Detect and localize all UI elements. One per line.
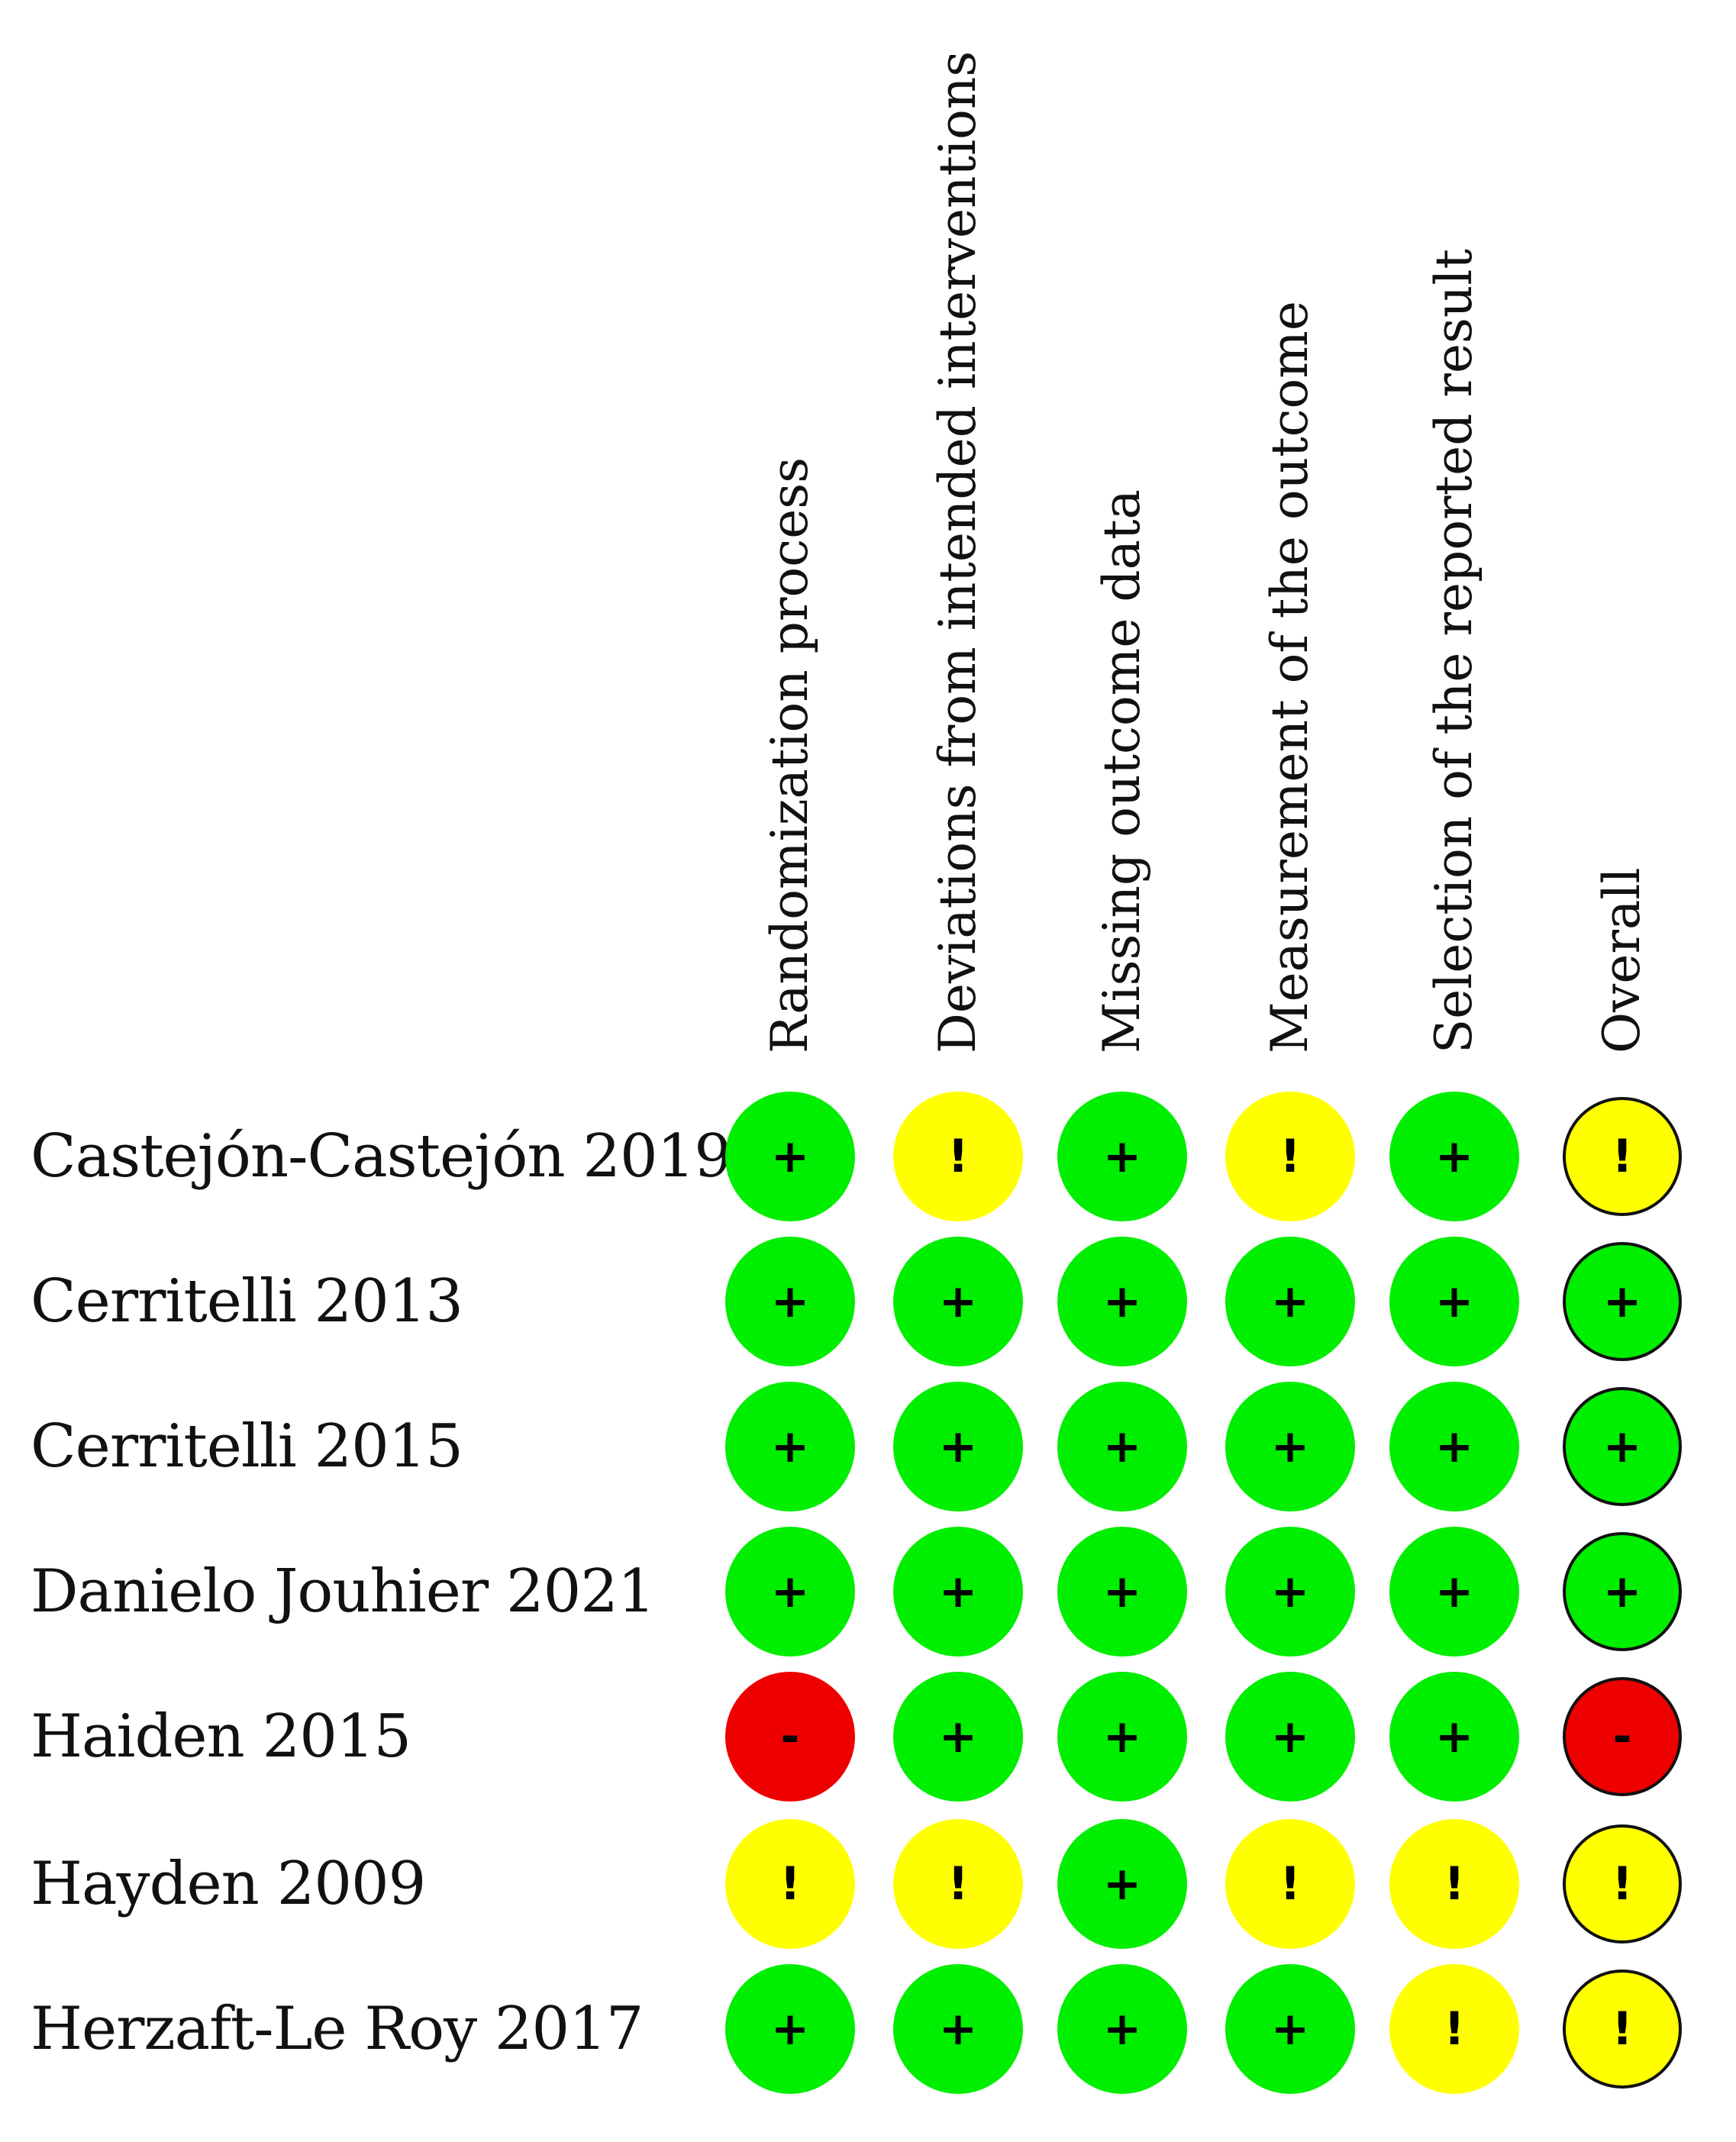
rating-cell: + bbox=[893, 1382, 1023, 1511]
rating-cell: + bbox=[725, 1527, 855, 1657]
rating-cell: ! bbox=[1389, 1819, 1519, 1949]
rating-cell: + bbox=[1057, 1672, 1187, 1802]
rating-cell: + bbox=[893, 1672, 1023, 1802]
rating-cell: + bbox=[725, 1964, 855, 2094]
rating-cell: + bbox=[893, 1237, 1023, 1366]
column-header: Deviations from intended interventions bbox=[928, 50, 987, 1053]
rating-cell: + bbox=[1389, 1237, 1519, 1366]
overall-rating-cell: ! bbox=[1563, 1969, 1682, 2089]
rating-cell: ! bbox=[893, 1819, 1023, 1949]
overall-rating-cell: ! bbox=[1563, 1097, 1682, 1216]
rating-cell: + bbox=[1225, 1382, 1355, 1511]
study-label: Castejón-Castejón 2019 bbox=[31, 1122, 732, 1191]
rating-cell: ! bbox=[1389, 1964, 1519, 2094]
rating-cell: + bbox=[725, 1382, 855, 1511]
column-header: Measurement of the outcome bbox=[1260, 301, 1319, 1053]
rating-cell: + bbox=[1057, 1237, 1187, 1366]
column-header: Overall bbox=[1592, 867, 1651, 1053]
study-label: Herzaft-Le Roy 2017 bbox=[31, 1995, 644, 2063]
overall-rating-cell: + bbox=[1563, 1532, 1682, 1651]
rating-cell: + bbox=[1225, 1672, 1355, 1802]
overall-rating-cell: - bbox=[1563, 1677, 1682, 1796]
rating-cell: + bbox=[1057, 1382, 1187, 1511]
rating-cell: + bbox=[1389, 1092, 1519, 1221]
study-label: Danielo Jouhier 2021 bbox=[31, 1557, 655, 1626]
study-label: Hayden 2009 bbox=[31, 1850, 426, 1918]
column-header: Selection of the reported result bbox=[1425, 248, 1483, 1053]
rating-cell: + bbox=[1057, 1527, 1187, 1657]
rating-cell: + bbox=[1057, 1092, 1187, 1221]
rating-cell: + bbox=[1225, 1527, 1355, 1657]
rating-cell: + bbox=[893, 1964, 1023, 2094]
study-label: Cerritelli 2013 bbox=[31, 1267, 463, 1336]
rating-cell: + bbox=[1389, 1527, 1519, 1657]
rating-cell: + bbox=[725, 1092, 855, 1221]
rating-cell: - bbox=[725, 1672, 855, 1802]
study-label: Haiden 2015 bbox=[31, 1702, 411, 1771]
rating-cell: + bbox=[1225, 1964, 1355, 2094]
column-header: Missing outcome data bbox=[1092, 489, 1151, 1053]
rating-cell: + bbox=[893, 1527, 1023, 1657]
overall-rating-cell: + bbox=[1563, 1387, 1682, 1506]
column-header: Randomization process bbox=[760, 456, 819, 1053]
rating-cell: + bbox=[1225, 1237, 1355, 1366]
study-label: Cerritelli 2015 bbox=[31, 1412, 463, 1481]
overall-rating-cell: + bbox=[1563, 1242, 1682, 1361]
rating-cell: ! bbox=[893, 1092, 1023, 1221]
rating-cell: + bbox=[725, 1237, 855, 1366]
rating-cell: + bbox=[1057, 1819, 1187, 1949]
rating-cell: + bbox=[1389, 1382, 1519, 1511]
overall-rating-cell: ! bbox=[1563, 1824, 1682, 1944]
rating-cell: ! bbox=[1225, 1819, 1355, 1949]
rating-cell: ! bbox=[725, 1819, 855, 1949]
rating-cell: ! bbox=[1225, 1092, 1355, 1221]
rating-cell: + bbox=[1389, 1672, 1519, 1802]
rating-cell: + bbox=[1057, 1964, 1187, 2094]
